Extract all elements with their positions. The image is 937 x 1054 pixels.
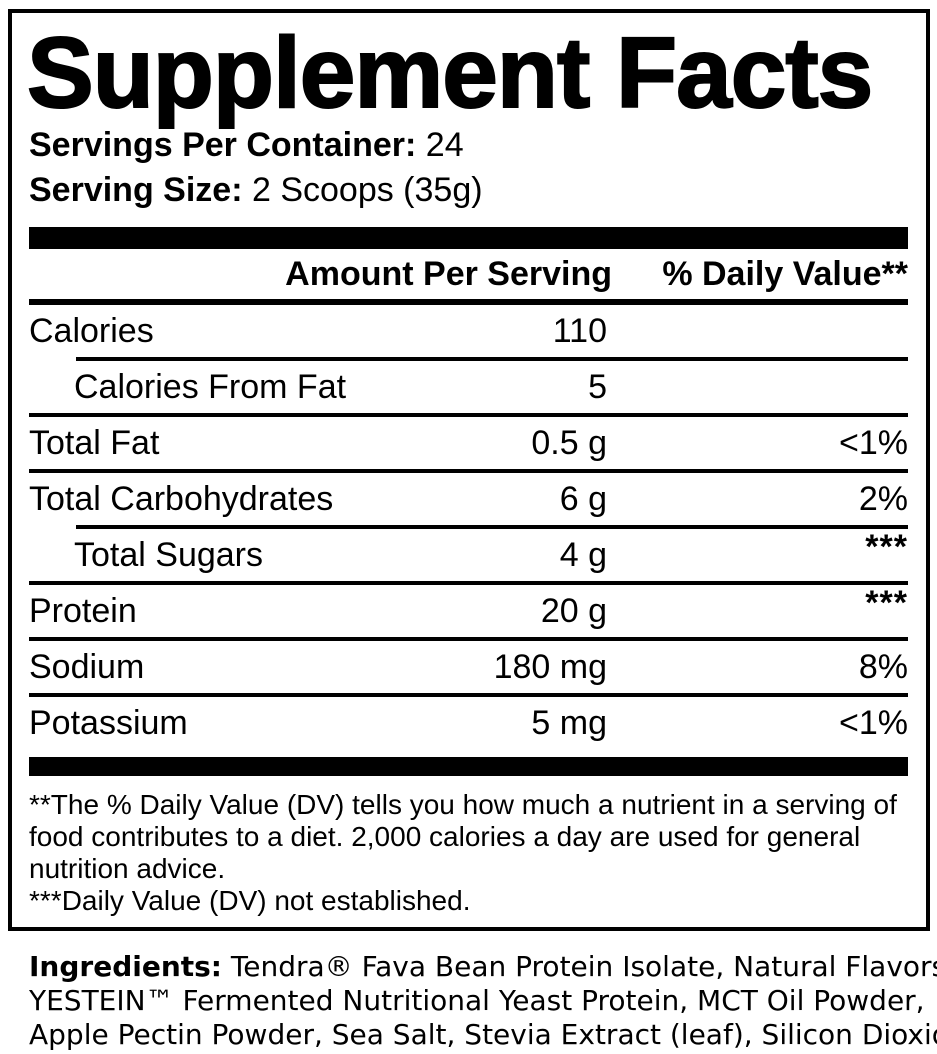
nutrient-daily-value: <1% <box>839 704 908 742</box>
ingredients-block: Ingredients: Tendra® Fava Bean Protein I… <box>29 950 937 1052</box>
nutrient-amount: 4 g <box>559 536 607 574</box>
serving-size-line: Serving Size: 2 Scoops (35g) <box>29 168 908 213</box>
nutrient-daily-value: 2% <box>858 480 908 518</box>
separator-bar-top <box>29 227 908 249</box>
serving-size-label: Serving Size: <box>29 171 243 209</box>
ingredients-line: Ingredients: Tendra® Fava Bean Protein I… <box>29 950 937 984</box>
footnote-line: nutrition advice. <box>29 853 226 884</box>
footnote-line: **The % Daily Value (DV) tells you how m… <box>29 789 897 820</box>
table-row-sodium: Sodium 180 mg 8% <box>29 641 908 697</box>
nutrient-daily-value: *** <box>865 584 908 622</box>
nutrient-amount: 6 g <box>559 480 607 518</box>
nutrient-label: Potassium <box>29 704 188 742</box>
nutrient-daily-value: 8% <box>858 648 908 686</box>
serving-size-value: 2 Scoops (35g) <box>251 171 483 209</box>
nutrient-daily-value: <1% <box>839 424 908 462</box>
nutrient-label: Sodium <box>29 648 145 686</box>
nutrient-label: Calories <box>29 312 154 350</box>
nutrient-label: Total Sugars <box>74 536 263 574</box>
table-row-calories: Calories 110 <box>29 305 908 361</box>
nutrient-label: Protein <box>29 592 137 630</box>
footnote-line: ***Daily Value (DV) not established. <box>29 885 471 916</box>
table-row-calories-from-fat: Calories From Fat 5 <box>29 361 908 417</box>
ingredients-text: Tendra® Fava Bean Protein Isolate, Natur… <box>230 950 937 983</box>
servings-per-container-value: 24 <box>425 126 464 164</box>
nutrient-amount: 5 <box>588 368 607 406</box>
column-header-amount: Amount Per Serving <box>285 255 612 293</box>
table-row-potassium: Potassium 5 mg <1% <box>29 697 908 753</box>
table-row-total-sugars: Total Sugars 4 g *** <box>29 529 908 585</box>
nutrient-label: Calories From Fat <box>74 368 347 406</box>
nutrient-amount: 110 <box>552 312 607 350</box>
supplement-facts-panel: Supplement Facts Servings Per Container:… <box>8 9 930 931</box>
servings-per-container-label: Servings Per Container: <box>29 126 417 164</box>
footnote-line: food contributes to a diet. 2,000 calori… <box>29 821 861 852</box>
nutrient-daily-value: *** <box>865 528 908 566</box>
ingredients-line: Apple Pectin Powder, Sea Salt, Stevia Ex… <box>29 1018 937 1051</box>
nutrient-amount: 20 g <box>540 592 607 630</box>
table-row-protein: Protein 20 g *** <box>29 585 908 641</box>
ingredients-line: YESTEIN™ Fermented Nutritional Yeast Pro… <box>29 984 925 1017</box>
servings-per-container-line: Servings Per Container: 24 <box>29 123 908 168</box>
nutrient-label: Total Carbohydrates <box>29 480 334 518</box>
table-header-row: Amount Per Serving % Daily Value** <box>29 249 908 305</box>
nutrient-label: Total Fat <box>29 424 160 462</box>
nutrient-amount: 180 mg <box>493 648 607 686</box>
table-row-total-fat: Total Fat 0.5 g <1% <box>29 417 908 473</box>
nutrient-amount: 5 mg <box>531 704 607 742</box>
footnote-block: **The % Daily Value (DV) tells you how m… <box>29 789 908 917</box>
table-row-total-carbohydrates: Total Carbohydrates 6 g 2% <box>29 473 908 529</box>
nutrient-amount: 0.5 g <box>531 424 607 462</box>
separator-bar-bottom <box>29 757 908 776</box>
column-header-daily-value: % Daily Value** <box>662 255 908 293</box>
ingredients-label: Ingredients: <box>29 950 223 983</box>
panel-title: Supplement Facts <box>26 17 874 129</box>
